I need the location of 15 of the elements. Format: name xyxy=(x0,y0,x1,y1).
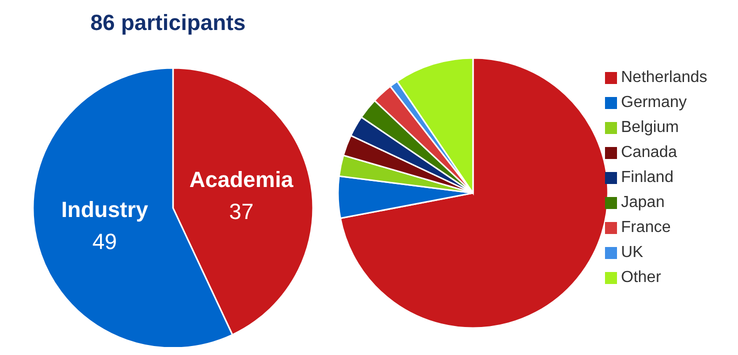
slice-label: Academia xyxy=(189,166,294,192)
legend-label: Other xyxy=(621,269,662,286)
legend-label: Germany xyxy=(621,94,687,111)
legend-label: Japan xyxy=(621,194,665,211)
legend-label: France xyxy=(621,219,671,236)
data-label: 49 xyxy=(92,229,117,254)
legend-label: Belgium xyxy=(621,119,679,136)
legend-label: Canada xyxy=(621,144,678,161)
slice-label: Industry xyxy=(61,197,149,222)
legend-label: Netherlands xyxy=(621,69,708,86)
legend-label: UK xyxy=(621,244,644,261)
chart-title: 86 participants xyxy=(89,10,247,36)
legend-label: Finland xyxy=(621,169,674,186)
data-label: 37 xyxy=(229,198,254,224)
pie-slice xyxy=(340,57,609,329)
